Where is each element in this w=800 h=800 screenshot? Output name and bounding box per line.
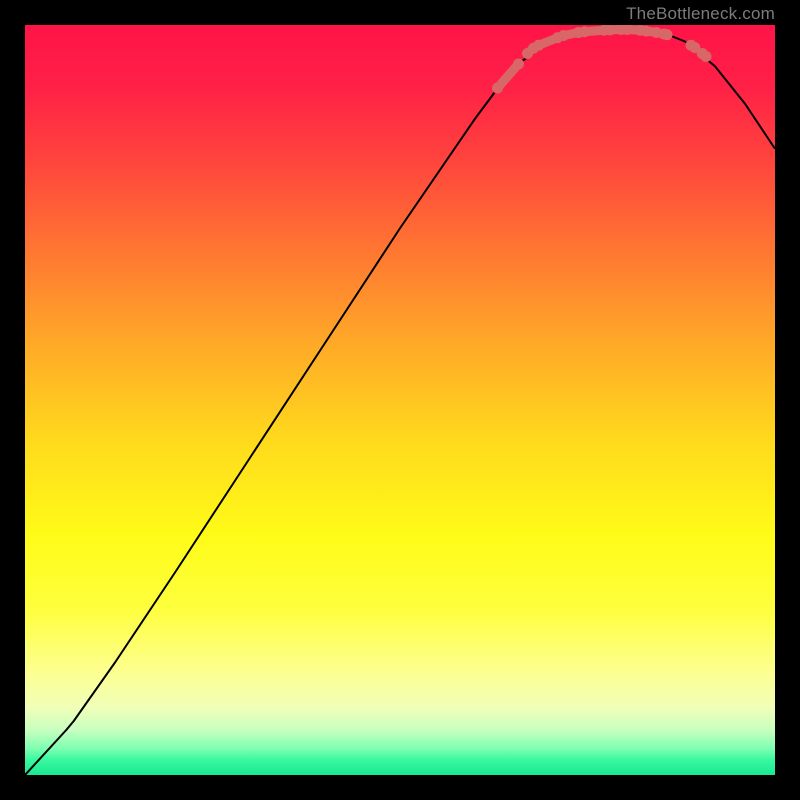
chart-container: [25, 25, 775, 775]
marker-cap: [662, 29, 673, 40]
marker-cap: [558, 30, 569, 41]
chart-svg: [25, 25, 775, 775]
chart-background: [25, 25, 775, 775]
marker-cap: [579, 26, 590, 37]
watermark-text: TheBottleneck.com: [626, 4, 775, 24]
marker-cap: [641, 26, 652, 37]
marker-cap: [492, 83, 503, 94]
marker-cap: [701, 51, 712, 62]
marker-cap: [533, 40, 544, 51]
marker-cap: [513, 59, 524, 70]
